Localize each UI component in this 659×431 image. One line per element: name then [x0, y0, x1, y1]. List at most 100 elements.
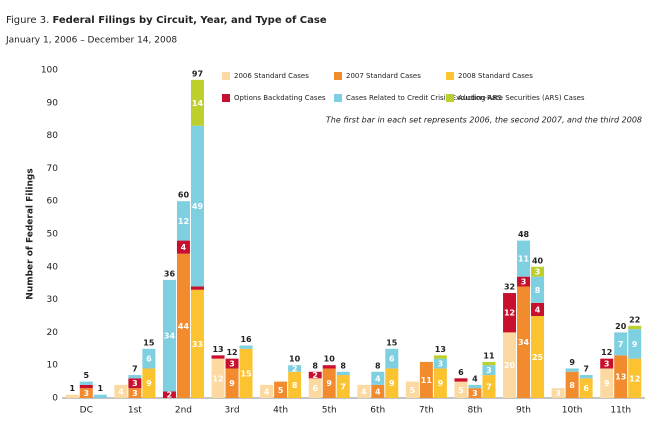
y-tick-label: 60: [47, 197, 59, 207]
total-label: 13: [212, 345, 223, 354]
segment-label: 8: [535, 286, 541, 295]
y-tick-label: 50: [47, 230, 59, 240]
segment-label: 11: [518, 255, 530, 264]
segment-label: 2: [167, 391, 173, 400]
total-label: 8: [312, 361, 318, 370]
y-tick-label: 40: [47, 262, 59, 272]
segment-label: 9: [604, 379, 610, 388]
total-label: 12: [601, 348, 612, 357]
bar-segment: [551, 388, 565, 398]
y-tick-label: 10: [47, 361, 59, 371]
x-tick-label: 9th: [516, 406, 531, 416]
bar-segment: [503, 293, 517, 333]
bar-segment: [454, 378, 468, 382]
total-label: 4: [472, 374, 478, 383]
legend-swatch: [334, 94, 342, 102]
bar-segment: [482, 375, 496, 398]
figure-label: Figure 3.: [6, 15, 49, 26]
segment-label: 4: [375, 374, 381, 383]
total-label: 16: [240, 335, 252, 344]
total-label: 8: [375, 361, 381, 370]
bar-segment: [128, 375, 142, 379]
y-tick-label: 20: [47, 328, 59, 338]
x-tick-label: DC: [80, 406, 93, 416]
total-label: 15: [143, 338, 155, 347]
bar-segment: [162, 391, 176, 398]
legend-label: Cases Related to Credit Crisis Excluding…: [346, 94, 502, 102]
bar-segment: [371, 384, 385, 398]
segment-label: 12: [629, 374, 640, 383]
segment-label: 3: [229, 360, 235, 369]
segment-label: 3: [132, 389, 138, 398]
total-label: 5: [84, 371, 90, 380]
bar-segment: [322, 368, 336, 398]
segment-label: 5: [410, 386, 416, 395]
bar-segment: [357, 384, 371, 398]
bar-segment: [565, 368, 579, 372]
bar-segment: [517, 286, 531, 398]
segment-label: 9: [389, 379, 395, 388]
bar-segment: [142, 368, 156, 398]
total-label: 1: [70, 384, 76, 393]
bar-segment: [176, 253, 190, 398]
segment-label: 8: [569, 381, 575, 390]
segment-label: 49: [192, 202, 204, 211]
total-label: 10: [324, 355, 336, 364]
segment-label: 34: [164, 332, 176, 341]
bar-segment: [503, 332, 517, 398]
bar-segment: [176, 240, 190, 254]
bar-segment: [531, 276, 545, 303]
segment-label: 7: [486, 383, 492, 392]
bar-segment: [454, 381, 468, 398]
segment-label: 8: [292, 381, 298, 390]
x-tick-label: 6th: [370, 406, 385, 416]
segment-label: 6: [146, 355, 152, 364]
bar-segment: [225, 368, 239, 398]
bar-segment: [405, 381, 419, 398]
segment-label: 2: [312, 371, 318, 380]
bar-segment: [79, 381, 93, 385]
x-tick-label: 4th: [273, 406, 288, 416]
segment-label: 44: [178, 322, 190, 331]
bar-segment: [468, 384, 482, 389]
total-label: 60: [178, 191, 190, 200]
segment-label: 6: [312, 384, 318, 393]
y-tick-label: 80: [47, 131, 59, 141]
bar-segment: [322, 365, 336, 369]
total-label: 48: [518, 230, 530, 239]
bar-segment: [288, 365, 302, 372]
bar-segment: [114, 384, 128, 398]
bar-segment: [211, 355, 225, 359]
bar-segment: [482, 365, 496, 376]
segment-label: 12: [504, 309, 515, 318]
bar-segment: [628, 325, 642, 330]
bar-segment: [517, 276, 531, 287]
segment-label: 9: [438, 379, 444, 388]
segment-label: 12: [178, 217, 189, 226]
segment-label: 3: [132, 379, 138, 388]
segment-label: 11: [421, 376, 433, 385]
bar-segment: [162, 279, 176, 392]
segment-label: 2: [292, 364, 298, 373]
bar-segment: [628, 329, 642, 359]
segment-label: 9: [632, 340, 638, 349]
bar-segment: [260, 384, 274, 398]
total-label: 15: [386, 338, 398, 347]
chart-subtitle: January 1, 2006 – December 14, 2008: [5, 36, 177, 46]
bar-segment: [600, 358, 614, 369]
bar-segment: [274, 381, 288, 398]
bar-segment: [628, 358, 642, 398]
segment-label: 9: [229, 379, 235, 388]
total-label: 8: [340, 361, 346, 370]
segment-label: 3: [472, 389, 478, 398]
total-label: 11: [483, 351, 495, 360]
bar-segment: [190, 79, 204, 126]
segment-label: 4: [535, 305, 541, 314]
bar-segment: [128, 388, 142, 398]
x-tick-label: 11th: [610, 406, 631, 416]
chart-title: Federal Filings by Circuit, Year, and Ty…: [52, 15, 326, 26]
bar-segment: [142, 348, 156, 369]
segment-label: 6: [583, 384, 589, 393]
bar-segment: [336, 375, 350, 398]
